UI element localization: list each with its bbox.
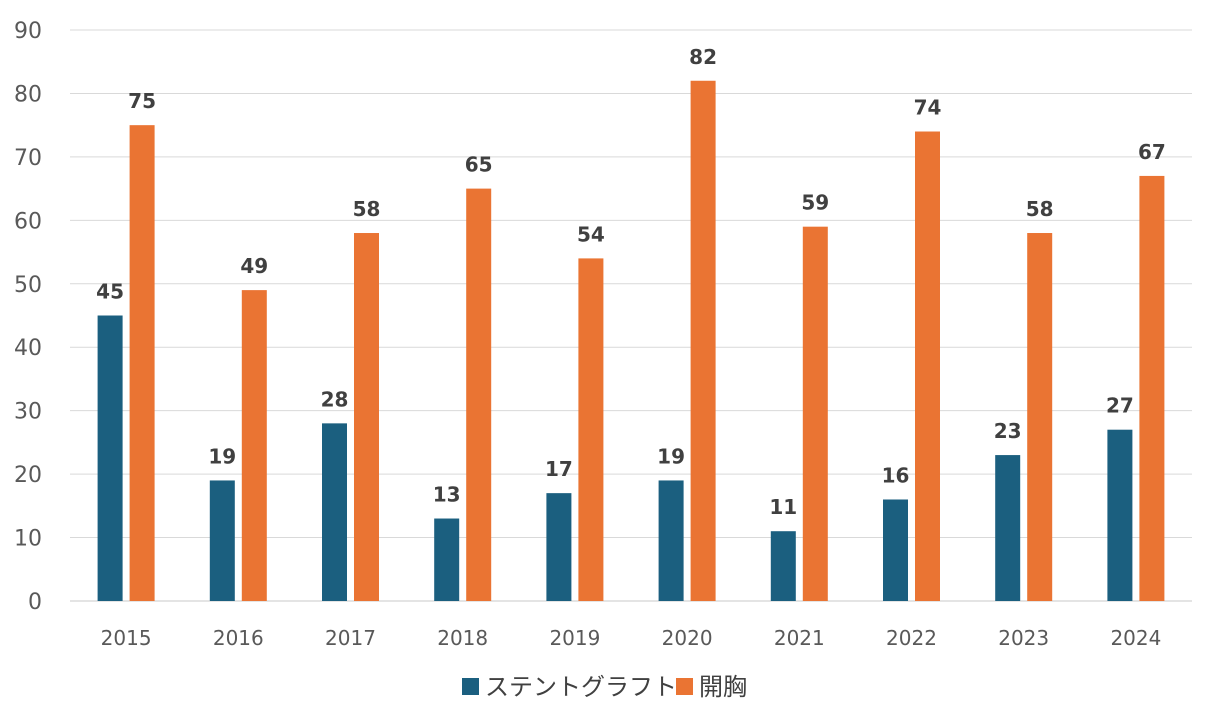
bar-stent-graft	[770, 531, 796, 601]
data-label: 75	[128, 89, 156, 113]
x-tick-label: 2021	[774, 626, 825, 650]
bar-open-chest	[354, 233, 379, 601]
data-label: 74	[914, 96, 942, 120]
data-label: 45	[96, 280, 124, 304]
x-tick-label: 2023	[998, 626, 1049, 650]
bar-stent-graft	[658, 480, 684, 601]
y-axis-tick-labels: 0 10 20 30 40 50 60 70 80 90	[14, 19, 42, 615]
data-label: 19	[657, 444, 685, 468]
legend-item: 開胸	[676, 673, 747, 701]
data-label: 17	[545, 457, 573, 481]
y-tick-label: 10	[14, 527, 42, 552]
bar-open-chest	[129, 125, 155, 602]
x-tick-label: 2017	[325, 626, 376, 650]
bar-stent-graft	[209, 480, 235, 601]
data-label: 49	[240, 254, 268, 278]
data-label: 27	[1106, 394, 1134, 418]
y-tick-label: 60	[14, 209, 42, 234]
data-label: 28	[321, 387, 349, 411]
x-tick-label: 2015	[101, 626, 152, 650]
bar-open-chest	[241, 290, 267, 601]
y-tick-label: 70	[14, 146, 42, 171]
bar-open-chest	[1027, 233, 1053, 601]
legend: ステントグラフト 開胸	[462, 673, 747, 701]
bar-open-chest	[578, 258, 604, 601]
data-label: 23	[994, 419, 1022, 443]
data-label: 59	[801, 191, 829, 215]
y-tick-label: 40	[14, 336, 42, 361]
data-label: 82	[689, 45, 717, 69]
x-tick-label: 2018	[437, 626, 488, 650]
legend-label: 開胸	[699, 673, 747, 701]
bar-stent-graft	[434, 518, 460, 601]
legend-label: ステントグラフト	[485, 673, 677, 701]
x-tick-label: 2022	[886, 626, 937, 650]
y-tick-label: 30	[14, 400, 42, 425]
y-tick-label: 0	[28, 590, 42, 615]
data-label: 11	[769, 495, 797, 519]
data-label: 58	[1026, 197, 1054, 221]
y-tick-label: 80	[14, 82, 42, 107]
bar-open-chest	[1139, 175, 1165, 601]
x-tick-label: 2020	[662, 626, 713, 650]
legend-swatch	[462, 678, 479, 695]
data-label: 13	[433, 483, 461, 507]
x-tick-label: 2016	[213, 626, 264, 650]
data-label: 19	[208, 444, 236, 468]
data-label: 58	[353, 197, 381, 221]
bars	[97, 80, 1165, 602]
grid-lines	[70, 29, 1192, 602]
bar-open-chest	[466, 188, 492, 601]
bar-stent-graft	[546, 493, 572, 601]
x-axis-tick-labels: 2015 2016 2017 2018 2019 2020 2021 2022 2023 2024	[101, 626, 1162, 650]
bar-stent-graft	[322, 423, 347, 601]
data-label: 54	[577, 222, 605, 246]
y-tick-label: 90	[14, 19, 42, 44]
legend-swatch	[676, 678, 693, 695]
x-tick-label: 2024	[1110, 626, 1161, 650]
data-labels: 45 75 19 49 28 58 13 65 17 54 19 82 11 59 16 74 23 58 27 67	[96, 45, 1166, 519]
bar-stent-graft	[995, 455, 1021, 601]
data-label: 16	[882, 463, 910, 487]
bar-stent-graft	[97, 315, 123, 601]
bar-open-chest	[915, 131, 940, 601]
data-label: 67	[1138, 140, 1166, 164]
bar-open-chest	[802, 226, 828, 601]
bar-open-chest	[690, 80, 716, 601]
bar-stent-graft	[883, 499, 908, 601]
data-label: 65	[465, 153, 493, 177]
bar-stent-graft	[1107, 429, 1133, 601]
legend-item: ステントグラフト	[462, 673, 677, 701]
y-tick-label: 50	[14, 273, 42, 298]
y-tick-label: 20	[14, 463, 42, 488]
x-tick-label: 2019	[549, 626, 600, 650]
